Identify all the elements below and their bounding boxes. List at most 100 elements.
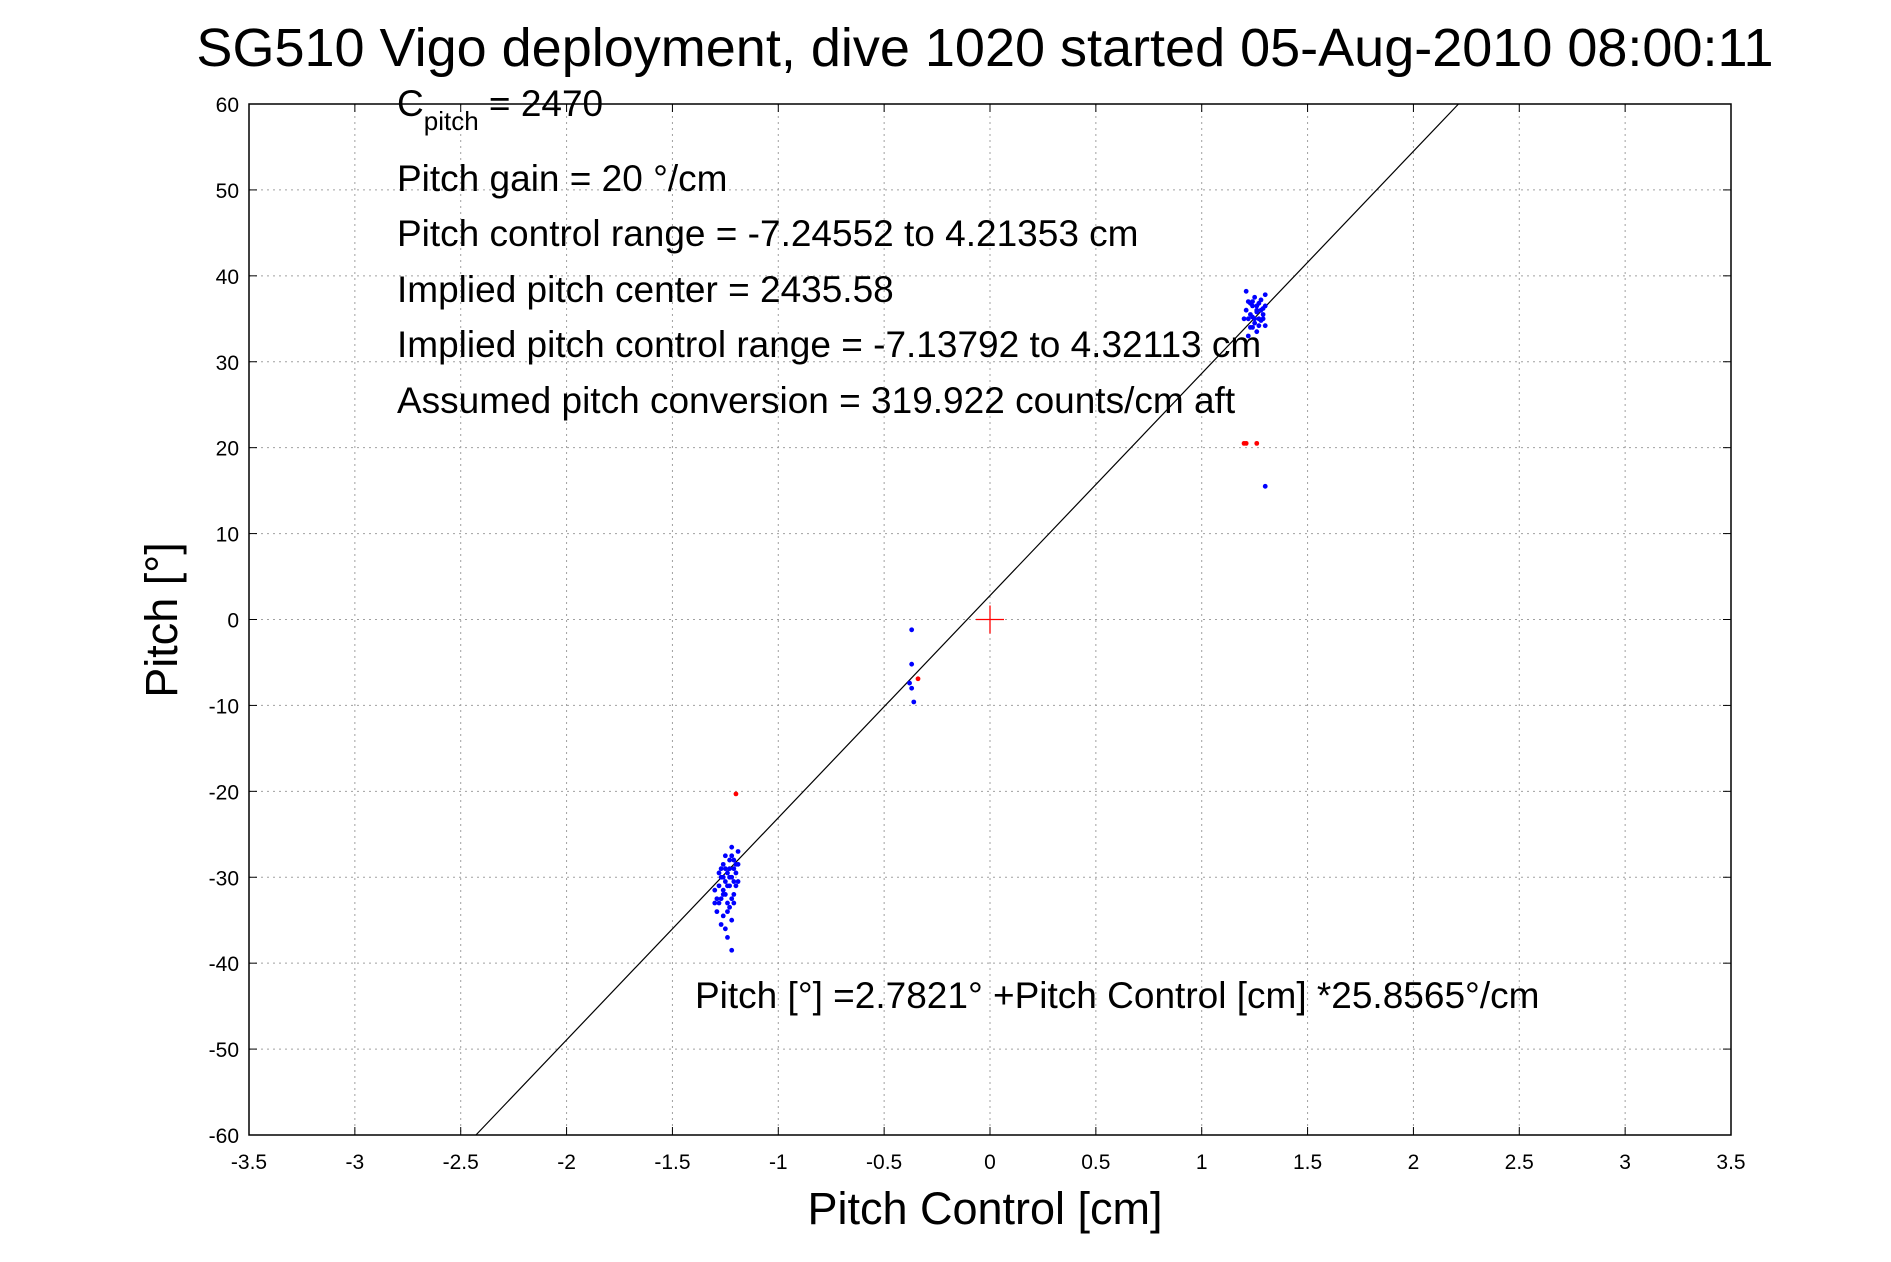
data-point: [725, 934, 730, 940]
y-tick-label: 10: [216, 524, 239, 547]
data-point: [1245, 333, 1251, 339]
data-point: [720, 861, 726, 867]
y-tick-label: 0: [227, 610, 239, 633]
data-point: [731, 892, 737, 897]
y-tick-label: 20: [216, 438, 239, 461]
y-tick-label: -20: [209, 781, 239, 804]
data-points-layer: [712, 288, 1268, 953]
x-tick-label: 1.5: [1293, 1151, 1322, 1174]
data-point: [1250, 299, 1255, 305]
annotation-pitch-gain: Pitch gain = 20 °/cm: [397, 158, 728, 199]
data-point: [1256, 323, 1262, 329]
data-point: [1245, 316, 1251, 322]
data-point: [1262, 323, 1268, 329]
data-point: [735, 861, 741, 867]
data-point: [735, 849, 741, 854]
data-point: [720, 913, 726, 919]
data-point: [911, 699, 917, 705]
data-point: [731, 900, 737, 906]
data-point: [729, 917, 735, 923]
annotation-implied-center: Implied pitch center = 2435.58: [397, 269, 894, 310]
data-point: [716, 900, 722, 906]
data-point: [915, 676, 921, 682]
data-point: [1252, 316, 1258, 322]
data-point: [722, 926, 728, 932]
x-tick-label: 0.5: [1081, 1151, 1110, 1174]
x-tick-label: -0.5: [866, 1151, 902, 1174]
data-point: [733, 883, 739, 889]
data-point: [1260, 312, 1266, 317]
annotation-c-pitch: Cpitch = 2470: [397, 83, 603, 136]
annotation-control-range: Pitch control range = -7.24552 to 4.2135…: [397, 213, 1139, 254]
data-point: [1252, 320, 1258, 326]
y-tick-label: -60: [209, 1125, 239, 1148]
data-point: [729, 896, 735, 902]
data-point: [722, 866, 728, 872]
data-point: [720, 887, 726, 893]
data-point: [718, 922, 724, 927]
c-pitch-value: = 2470: [479, 83, 603, 124]
data-point: [1260, 316, 1266, 322]
data-point: [725, 870, 730, 876]
data-point: [714, 909, 720, 915]
data-point: [712, 900, 718, 906]
fit-line: [475, 103, 1459, 1136]
data-point: [1243, 440, 1249, 446]
y-tick-label: 30: [216, 352, 239, 375]
x-tick-label: 3: [1619, 1151, 1631, 1174]
data-point: [1258, 297, 1264, 303]
data-point: [1254, 440, 1260, 446]
data-point: [718, 866, 724, 872]
data-point: [1262, 483, 1268, 489]
data-point: [714, 896, 720, 902]
data-point: [725, 909, 730, 915]
y-axis-label: Pitch [°]: [136, 542, 187, 698]
data-point: [722, 853, 728, 859]
x-tick-label: 2: [1408, 1151, 1420, 1174]
data-point: [1250, 324, 1255, 330]
data-point: [1254, 309, 1260, 315]
data-point: [720, 874, 726, 880]
data-point: [733, 791, 739, 797]
data-point: [1254, 303, 1260, 309]
c-pitch-subscript: pitch: [424, 106, 479, 136]
data-point: [1254, 329, 1260, 335]
data-point: [720, 892, 726, 897]
x-tick-label: -1.5: [654, 1151, 690, 1174]
data-point: [1243, 307, 1249, 313]
data-point: [727, 874, 732, 880]
x-tick-label: -3: [346, 1151, 365, 1174]
data-point: [729, 947, 735, 953]
x-tick-label: -2: [557, 1151, 576, 1174]
data-point: [727, 857, 732, 863]
fit-line-layer: [475, 103, 1459, 1136]
data-point: [909, 661, 915, 667]
data-point: [1262, 303, 1268, 309]
c-pitch-symbol: C: [397, 83, 424, 124]
data-point: [1241, 316, 1247, 322]
x-tick-label: 1: [1196, 1151, 1208, 1174]
data-point: [727, 904, 732, 910]
x-tick-label: 0: [984, 1151, 996, 1174]
x-tick-label: -2.5: [443, 1151, 479, 1174]
data-point: [712, 887, 718, 893]
data-point: [716, 883, 722, 889]
data-point: [1243, 288, 1249, 294]
axis-ticks: -3.5 -3 -2.5 -2 -1.5 -1 -0.5 0 0.5 1 1.5 2 2.5 3 3.5 60…: [209, 94, 1746, 1174]
annotation-implied-range: Implied pitch control range = -7.13792 t…: [397, 324, 1261, 365]
y-tick-label: 40: [216, 266, 239, 289]
data-point: [907, 680, 912, 686]
data-point: [718, 896, 724, 902]
data-point: [716, 870, 722, 876]
x-tick-label: 2.5: [1505, 1151, 1534, 1174]
annotation-fit-equation: Pitch [°] =2.7821° +Pitch Control [cm] *…: [695, 975, 1539, 1016]
center-marker-layer: [976, 605, 1004, 634]
data-point: [909, 627, 915, 633]
data-point: [729, 844, 735, 850]
x-tick-label: -1: [769, 1151, 788, 1174]
y-tick-label: -10: [209, 695, 239, 718]
data-point: [729, 853, 735, 859]
